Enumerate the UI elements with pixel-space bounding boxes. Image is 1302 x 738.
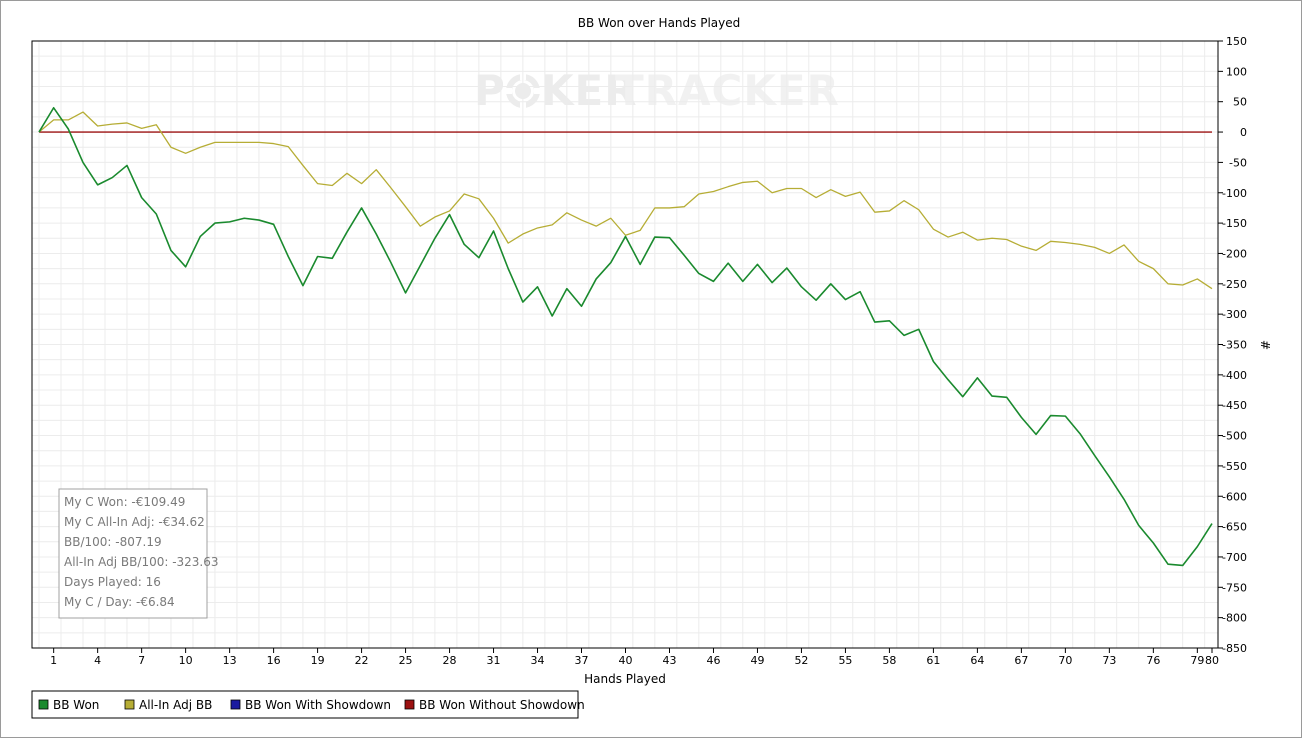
y-tick-label: 150 [1226, 35, 1247, 48]
y-tick-label: -850 [1222, 642, 1247, 655]
y-tick-label: -600 [1222, 490, 1247, 503]
x-tick-label: 58 [882, 654, 896, 667]
x-tick-label: 73 [1102, 654, 1116, 667]
x-tick-label: 13 [223, 654, 237, 667]
x-tick-label: 4 [94, 654, 101, 667]
y-tick-label: -150 [1222, 217, 1247, 230]
y-tick-label: -350 [1222, 339, 1247, 352]
x-tick-label: 79 [1190, 654, 1204, 667]
x-tick-label: 31 [487, 654, 501, 667]
x-tick-label: 52 [794, 654, 808, 667]
legend-swatch [124, 699, 135, 710]
x-tick-label: 49 [750, 654, 764, 667]
stats-box: My C Won: -€109.49 My C All-In Adj: -€34.… [58, 488, 219, 619]
x-tick-label: 46 [706, 654, 720, 667]
y-tick-label: -650 [1222, 521, 1247, 534]
x-tick-label: 80 [1205, 654, 1219, 667]
y-tick-label: 50 [1233, 96, 1247, 109]
y-tick-label: -50 [1229, 156, 1247, 169]
y-tick-label: -300 [1222, 308, 1247, 321]
stats-line: Days Played: 16 [64, 575, 161, 589]
y-tick-label: 0 [1240, 126, 1247, 139]
x-tick-label: 67 [1014, 654, 1028, 667]
x-tick-label: 55 [838, 654, 852, 667]
series-line-bb-won [38, 106, 1213, 567]
x-tick-label: 10 [179, 654, 193, 667]
x-tick-label: 70 [1058, 654, 1072, 667]
chart-title: BB Won over Hands Played [578, 16, 740, 30]
legend-swatch [38, 699, 49, 710]
x-tick-label: 1 [50, 654, 57, 667]
x-tick-label: 40 [619, 654, 633, 667]
legend-label: BB Won With Showdown [245, 698, 391, 712]
legend-label: BB Won [53, 698, 99, 712]
y-axis-title: # [1258, 340, 1272, 350]
legend-swatch [404, 699, 415, 710]
x-tick-label: 7 [138, 654, 145, 667]
series-lines [38, 106, 1213, 567]
stats-line: My C / Day: -€6.84 [64, 595, 175, 609]
x-axis-ticks: 1 4 7 10 13 16 19 22 25 28 31 34 37 40 43 46 49 52 55 58 61 6… [50, 648, 1219, 667]
watermark-tracker: TRACKER [615, 66, 840, 115]
x-axis-title: Hands Played [584, 672, 666, 686]
y-tick-label: -700 [1222, 551, 1247, 564]
y-axis-ticks: 150 100 50 0 -50 -100 -150 -200 -250 -300 -350 -400… [1218, 35, 1247, 655]
y-tick-label: -100 [1222, 187, 1247, 200]
x-tick-label: 64 [970, 654, 984, 667]
x-tick-label: 76 [1146, 654, 1160, 667]
x-tick-label: 19 [311, 654, 325, 667]
y-tick-label: -400 [1222, 369, 1247, 382]
stats-line: My C Won: -€109.49 [64, 495, 185, 509]
y-tick-label: -800 [1222, 612, 1247, 625]
stats-line: My C All-In Adj: -€34.62 [64, 515, 205, 529]
x-tick-label: 22 [355, 654, 369, 667]
y-tick-label: 100 [1226, 65, 1247, 78]
x-tick-label: 16 [267, 654, 281, 667]
x-tick-label: 37 [575, 654, 589, 667]
stats-line: All-In Adj BB/100: -323.63 [64, 555, 219, 569]
pokertracker-watermark: P KER TRACKER [474, 66, 840, 115]
x-tick-label: 28 [443, 654, 457, 667]
stats-line: BB/100: -807.19 [64, 535, 162, 549]
x-tick-label: 43 [662, 654, 676, 667]
series-line-all-in-adj-bb [38, 111, 1213, 290]
legend-swatch [230, 699, 241, 710]
legend-label: BB Won Without Showdown [419, 698, 585, 712]
y-tick-label: -450 [1222, 399, 1247, 412]
y-tick-label: -500 [1222, 430, 1247, 443]
y-tick-label: -200 [1222, 247, 1247, 260]
x-tick-label: 34 [531, 654, 545, 667]
legend: BB Won All-In Adj BB BB Won With Showdown B… [31, 690, 585, 719]
y-tick-label: -250 [1222, 278, 1247, 291]
y-tick-label: -750 [1222, 581, 1247, 594]
y-tick-label: -550 [1222, 460, 1247, 473]
x-tick-label: 61 [926, 654, 940, 667]
legend-label: All-In Adj BB [139, 698, 212, 712]
x-tick-label: 25 [399, 654, 413, 667]
